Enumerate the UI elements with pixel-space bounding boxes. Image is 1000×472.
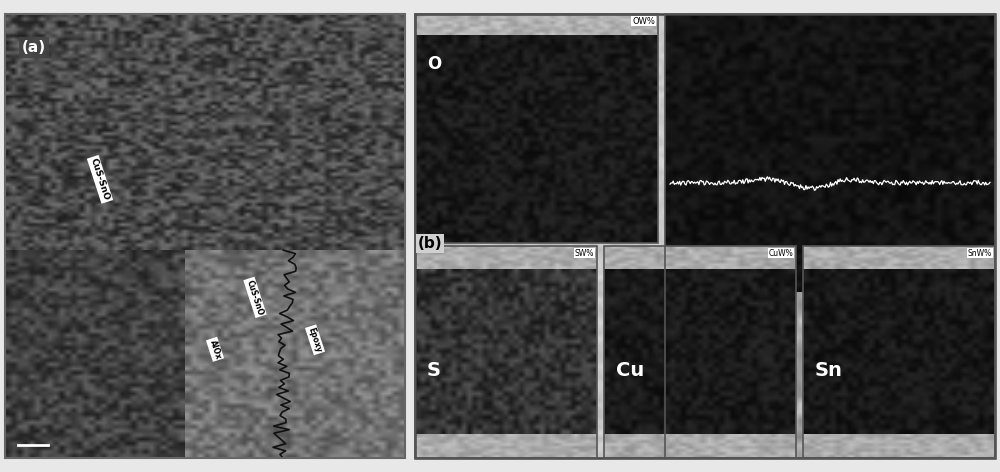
Text: (a): (a) xyxy=(22,40,46,55)
Text: Cu: Cu xyxy=(616,361,644,380)
Text: AlOx: AlOx xyxy=(208,338,222,360)
Text: OW%: OW% xyxy=(632,17,655,25)
Bar xyxy=(415,246,597,458)
Bar xyxy=(5,14,405,458)
Text: Sn: Sn xyxy=(815,361,843,380)
Bar xyxy=(604,246,796,458)
Text: CuS-SnO: CuS-SnO xyxy=(89,157,111,202)
Bar xyxy=(415,14,658,243)
Text: SW%: SW% xyxy=(575,249,594,258)
Text: Epoxy: Epoxy xyxy=(307,326,323,354)
Text: CuW%: CuW% xyxy=(768,249,793,258)
Text: (b): (b) xyxy=(418,236,443,251)
Bar xyxy=(665,14,995,458)
Bar xyxy=(415,14,995,458)
Bar xyxy=(803,246,995,458)
Text: O: O xyxy=(427,55,441,73)
Text: S: S xyxy=(427,361,441,380)
Text: CuS-SnO: CuS-SnO xyxy=(245,278,265,316)
Text: SnW%: SnW% xyxy=(968,249,992,258)
